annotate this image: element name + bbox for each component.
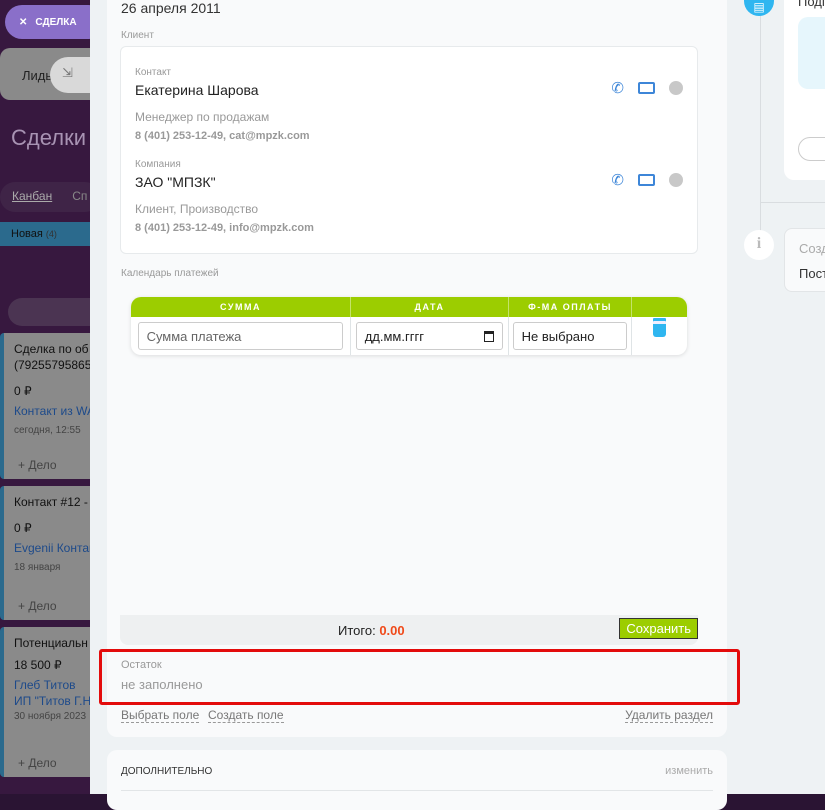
trash-icon[interactable] (653, 321, 666, 337)
deal-card[interactable]: Контакт #12 -0 ₽ Evgenii Контак 18 января +… (0, 486, 90, 620)
timeline-button[interactable] (798, 137, 825, 161)
close-deal-button[interactable]: ✕ СДЕЛКА (5, 5, 90, 39)
page-title: Сделки (11, 125, 86, 150)
tab-kanban[interactable]: Канбан (12, 189, 53, 203)
timeline-item: СоздПост (784, 228, 825, 292)
client-label: Клиент (121, 30, 154, 41)
contact-name[interactable]: Екатерина Шарова (135, 82, 259, 98)
timeline-line (760, 0, 761, 250)
create-field-link[interactable]: Создать поле (208, 708, 284, 723)
close-icon: ✕ (19, 16, 28, 28)
client-block: Контакт Екатерина Шарова Менеджер по про… (120, 46, 698, 254)
kanban-search[interactable] (8, 298, 90, 326)
mail-icon[interactable] (638, 174, 655, 186)
chat-icon[interactable] (669, 81, 683, 95)
calendar-icon[interactable] (484, 330, 495, 342)
kanban-background: ✕ СДЕЛКА Лиды ⇲ Сделки Канбан Сп Новая (4)… (0, 0, 90, 794)
remainder-label: Остаток (121, 659, 162, 671)
extra-section: ДОПОЛНИТЕЛЬНО изменить (107, 750, 727, 810)
phone-icon[interactable]: ✆ (611, 80, 624, 97)
delete-section-link[interactable]: Удалить раздел (625, 708, 713, 723)
document-preview[interactable] (798, 17, 825, 89)
tab-list[interactable]: Сп (72, 189, 88, 203)
contact-entry: Контакт Екатерина Шарова Менеджер по про… (135, 67, 310, 142)
deal-card[interactable]: Потенциальн 18 500 ₽ Глеб Титов ИП "Титов Г… (0, 627, 90, 777)
payments-table: СУММА ДАТА Ф-МА ОПЛАТЫ Сумма платежа дд.… (131, 297, 687, 355)
timeline-item: Подп (784, 0, 825, 180)
payments-label: Календарь платежей (121, 268, 219, 279)
payment-date-input[interactable]: дд.мм.гггг (355, 322, 504, 350)
select-field-link[interactable]: Выбрать поле (121, 708, 200, 723)
payments-total-bar: Итого: 0.00 Сохранить (120, 615, 698, 645)
mail-icon[interactable] (638, 82, 655, 94)
payment-method-select[interactable]: Не выбрано (512, 322, 628, 350)
divider (121, 790, 713, 791)
info-icon: i (744, 230, 774, 260)
deal-date: 26 апреля 2011 (121, 0, 221, 16)
company-name[interactable]: ЗАО "МПЗК" (135, 174, 216, 190)
column-header: СУММА (131, 297, 351, 317)
view-tabs: Канбан Сп (0, 182, 90, 212)
deal-card[interactable]: Сделка по об (79255795865 0 ₽ Контакт из W… (0, 333, 90, 479)
company-entry: Компания ЗАО "МПЗК" Клиент, Производство… (135, 159, 314, 234)
payment-amount-input[interactable]: Сумма платежа (137, 322, 344, 350)
total-value: 0.00 (379, 623, 405, 638)
chat-icon[interactable] (669, 173, 683, 187)
stage-header: Новая (4) (0, 222, 90, 246)
phone-icon[interactable]: ✆ (611, 172, 624, 189)
remainder-value[interactable]: не заполнено (121, 677, 203, 692)
edit-link[interactable]: изменить (665, 765, 713, 777)
save-button[interactable]: Сохранить (619, 618, 698, 639)
divider (760, 202, 825, 203)
column-header: ДАТА (351, 297, 509, 317)
highlight-box (99, 649, 740, 705)
document-icon: ▤ (744, 0, 774, 16)
column-header: Ф-МА ОПЛАТЫ (509, 297, 632, 317)
section-title: ДОПОЛНИТЕЛЬНО (121, 766, 213, 777)
minimize-icon[interactable]: ⇲ (50, 57, 90, 93)
